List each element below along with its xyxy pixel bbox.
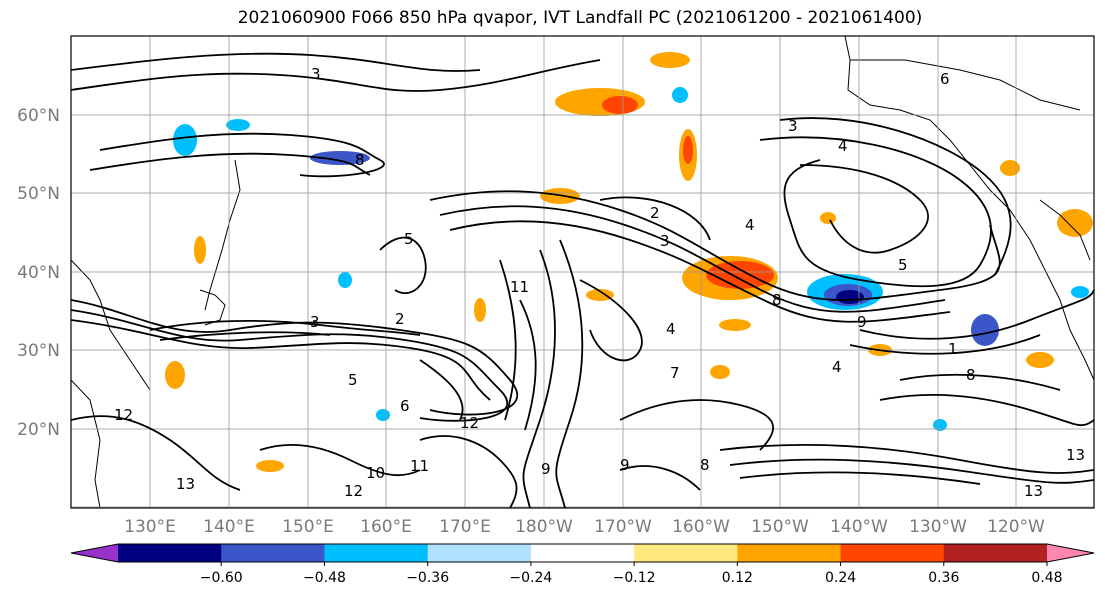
lon-label: 150°W [751, 517, 809, 537]
contour-label: 12 [114, 406, 133, 424]
contour-label: 8 [966, 366, 976, 384]
lon-label: 170°W [594, 517, 652, 537]
contour-label: 5 [404, 230, 414, 248]
contour-label: 13 [1024, 482, 1043, 500]
contour-label: 8 [355, 151, 365, 169]
colorbar-segment [943, 544, 1048, 562]
contour-label: 10 [366, 464, 385, 482]
contour-label: 4 [838, 137, 848, 155]
lat-label-20n: 20°N [17, 420, 60, 440]
lon-label: 160°E [360, 517, 412, 537]
colorbar-outline [70, 543, 1095, 563]
colorbar-extend-max [1047, 544, 1094, 562]
lon-label: 130°E [124, 517, 176, 537]
contour-label: 7 [670, 364, 680, 382]
contour-label: 1 [948, 340, 958, 358]
contour-label: 6 [400, 397, 410, 415]
colorbar-segment [221, 544, 325, 562]
colorbar-extend-min [71, 544, 118, 562]
graticule [71, 36, 1094, 508]
lon-label: 160°W [672, 517, 730, 537]
lon-label: 180°W [515, 517, 573, 537]
map-title: 2021060900 F066 850 hPa qvapor, IVT Land… [237, 8, 923, 28]
colorbar-segment [427, 544, 532, 562]
contour-label: 6 [940, 70, 950, 88]
lon-label: 140°W [830, 517, 888, 537]
lat-label-40n: 40°N [17, 263, 60, 283]
colorbar-segment [737, 544, 842, 562]
contour-label: 2 [395, 310, 405, 328]
colorbar-tick-label: −0.48 [303, 570, 346, 586]
contour-label: 12 [344, 482, 363, 500]
colorbar-segment [840, 544, 945, 562]
colorbar-tick-label: 0.12 [722, 570, 753, 586]
contour-label: 13 [1066, 446, 1085, 464]
contour-label: 9 [857, 313, 867, 331]
contour-label: 3 [660, 232, 670, 250]
colorbar-tick-label: 0.48 [1031, 570, 1062, 586]
colorbar-segment [118, 544, 222, 562]
contour-label: 2 [650, 204, 660, 222]
contour-label: 11 [410, 457, 429, 475]
lon-label: 150°E [282, 517, 334, 537]
colorbar-tick-label: 0.36 [928, 570, 959, 586]
contour-label: 4 [832, 358, 842, 376]
lat-label-30n: 30°N [17, 341, 60, 361]
lon-label: 130°W [909, 517, 967, 537]
colorbar-tick-label: −0.60 [200, 570, 243, 586]
contour-label: 8 [772, 291, 782, 309]
map-panel: 3 8 4 3 6 2 4 3 5 8 5 4 11 2 5 3 4 9 8 1 [70, 35, 1095, 509]
contour-label: 3 [310, 313, 320, 331]
lat-label-50n: 50°N [17, 184, 60, 204]
colorbar: −0.60 −0.48 −0.36 −0.24 −0.12 0.12 0.24 0.36 0.4… [70, 543, 1095, 586]
contour-label: 5 [348, 371, 358, 389]
latitude-labels: 60°N 50°N 40°N 30°N 20°N [17, 106, 60, 440]
map-frame [70, 35, 1095, 509]
contour-label: 11 [510, 278, 529, 296]
contour-label: 5 [898, 256, 908, 274]
colorbar-tick-label: −0.12 [613, 570, 656, 586]
colorbar-tick-label: −0.24 [509, 570, 552, 586]
lon-label: 140°E [203, 517, 255, 537]
contour-label: 4 [666, 320, 676, 338]
colorbar-segment [324, 544, 429, 562]
longitude-labels: 130°E 140°E 150°E 160°E 170°E 180°W 170°… [124, 517, 1045, 537]
lon-label: 170°E [439, 517, 491, 537]
contour-label: 9 [620, 456, 630, 474]
contour-label: 13 [176, 475, 195, 493]
lat-label-60n: 60°N [17, 106, 60, 126]
colorbar-tick-label: −0.36 [406, 570, 449, 586]
lon-label: 120°W [987, 517, 1045, 537]
contour-label: 9 [541, 460, 551, 478]
contour-label: 12 [460, 414, 479, 432]
contour-label: 4 [745, 216, 755, 234]
contour-lines [71, 52, 1094, 508]
contour-label: 3 [788, 117, 798, 135]
contour-label: 8 [700, 456, 710, 474]
contour-label-group: 3 8 4 3 6 2 4 3 5 8 5 4 11 2 5 3 4 9 8 1 [114, 65, 1085, 500]
colorbar-segment [634, 544, 738, 562]
contour-label: 3 [311, 65, 321, 83]
colorbar-tick-label: 0.24 [825, 570, 856, 586]
colorbar-segment [530, 544, 635, 562]
